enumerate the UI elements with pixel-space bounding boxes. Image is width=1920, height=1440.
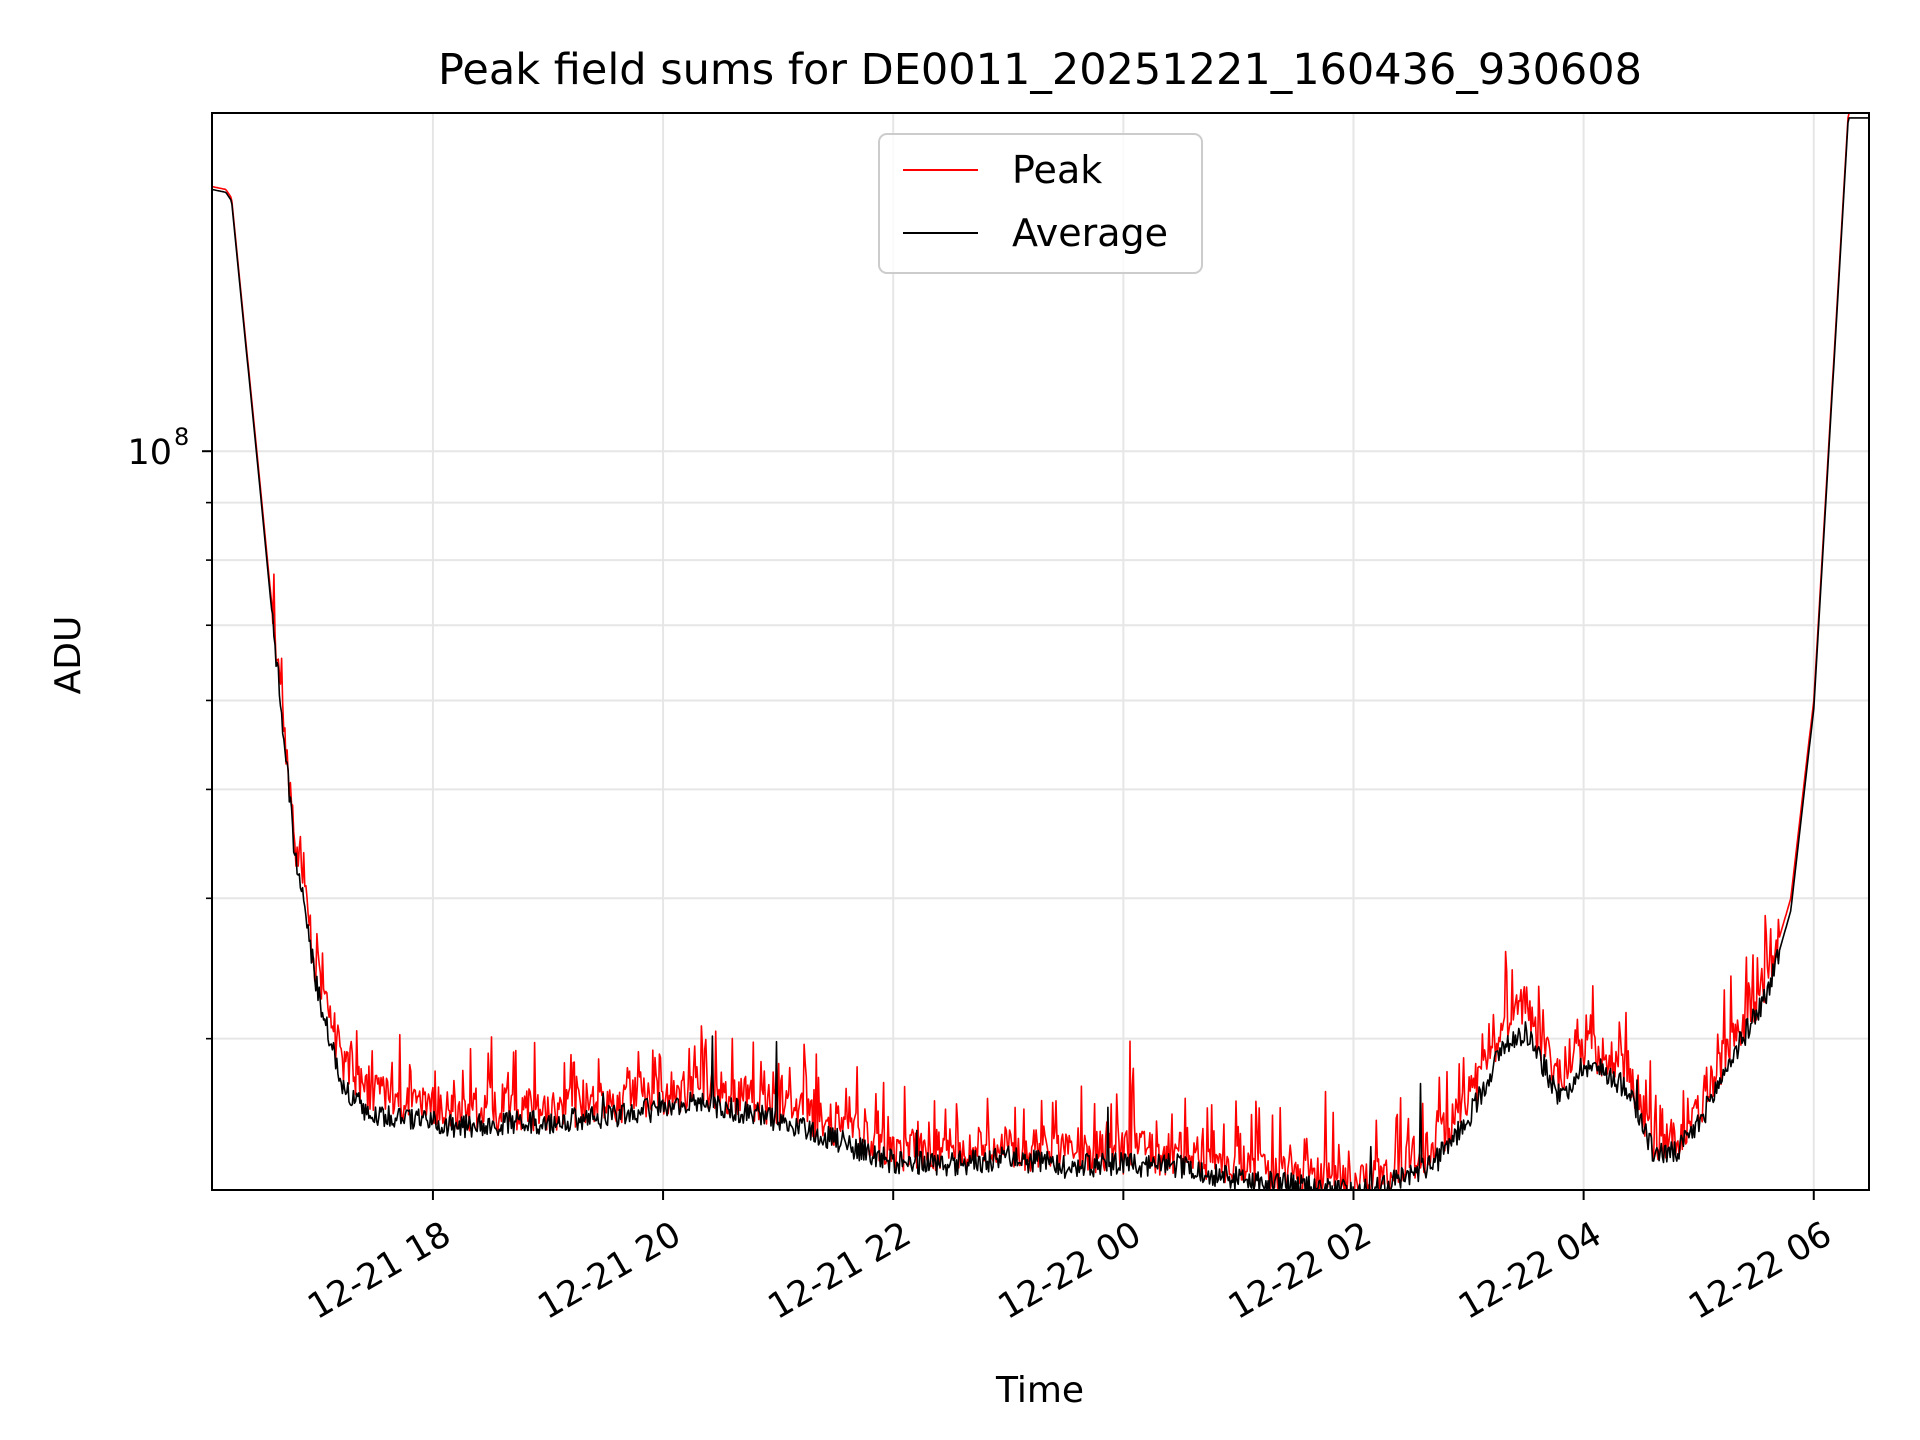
y-tick-label: 10 [127,433,172,473]
y-axis-ticks: 10 8 [127,423,212,1040]
grid [212,113,1869,1190]
series-line-average [212,117,1869,1190]
plot-frame [211,112,1870,1191]
legend-label-average: Average [1012,211,1168,255]
x-axis-label: Time [995,1370,1084,1411]
series-layer [212,113,1869,1190]
legend-box [878,133,1203,274]
legend-label-peak: Peak [1012,148,1102,192]
y-tick-label-exponent: 8 [174,423,189,451]
y-axis-label: ADU [48,616,89,695]
series-line-peak [212,113,1869,1190]
chart-title: Peak field sums for DE0011_20251221_1604… [438,45,1642,95]
legend: Peak Average [878,133,1203,274]
